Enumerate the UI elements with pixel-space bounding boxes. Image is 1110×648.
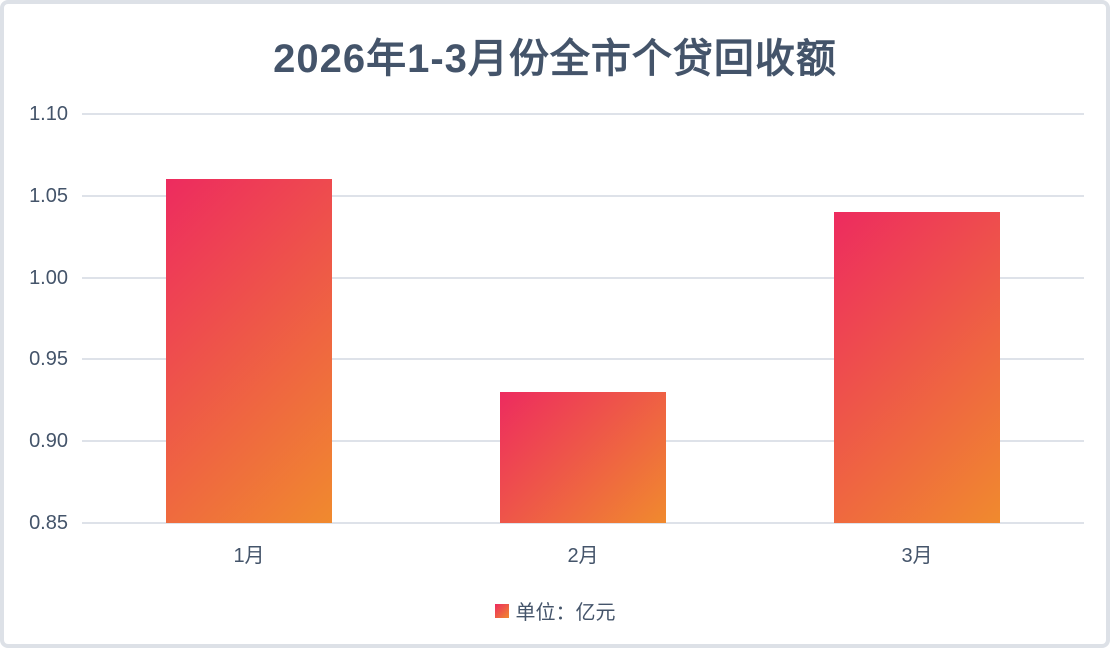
y-axis-tick-label: 1.05 <box>29 184 68 207</box>
y-axis-tick-label: 0.85 <box>29 512 68 534</box>
legend-label: 单位：亿元 <box>515 602 616 624</box>
legend[interactable]: 单位：亿元 <box>4 596 1106 625</box>
legend-swatch <box>494 603 509 618</box>
gridline <box>82 522 1084 524</box>
chart-title: 2026年1-3月份全市个贷回收额 <box>273 37 837 81</box>
bar-2月[interactable] <box>500 392 666 523</box>
gridline <box>82 358 1084 361</box>
y-axis-tick-label: 0.90 <box>29 430 68 453</box>
y-axis-tick-label: 1.00 <box>29 266 68 289</box>
bar-3月[interactable] <box>834 212 1000 523</box>
x-axis-tick-label: 2月 <box>567 545 599 567</box>
plot-area: 1.10 1.05 1.00 0.95 0.90 0.85 1月 2月 3月 <box>4 4 1106 644</box>
x-axis-tick-label: 1月 <box>233 545 265 567</box>
gridline <box>82 113 1084 115</box>
y-axis-tick-label: 0.95 <box>29 348 68 371</box>
y-axis-tick-label: 1.10 <box>29 103 68 125</box>
bar-1月[interactable] <box>166 179 332 523</box>
gridline <box>82 276 1084 279</box>
gridline <box>82 194 1084 197</box>
x-axis-tick-label: 3月 <box>901 545 933 567</box>
